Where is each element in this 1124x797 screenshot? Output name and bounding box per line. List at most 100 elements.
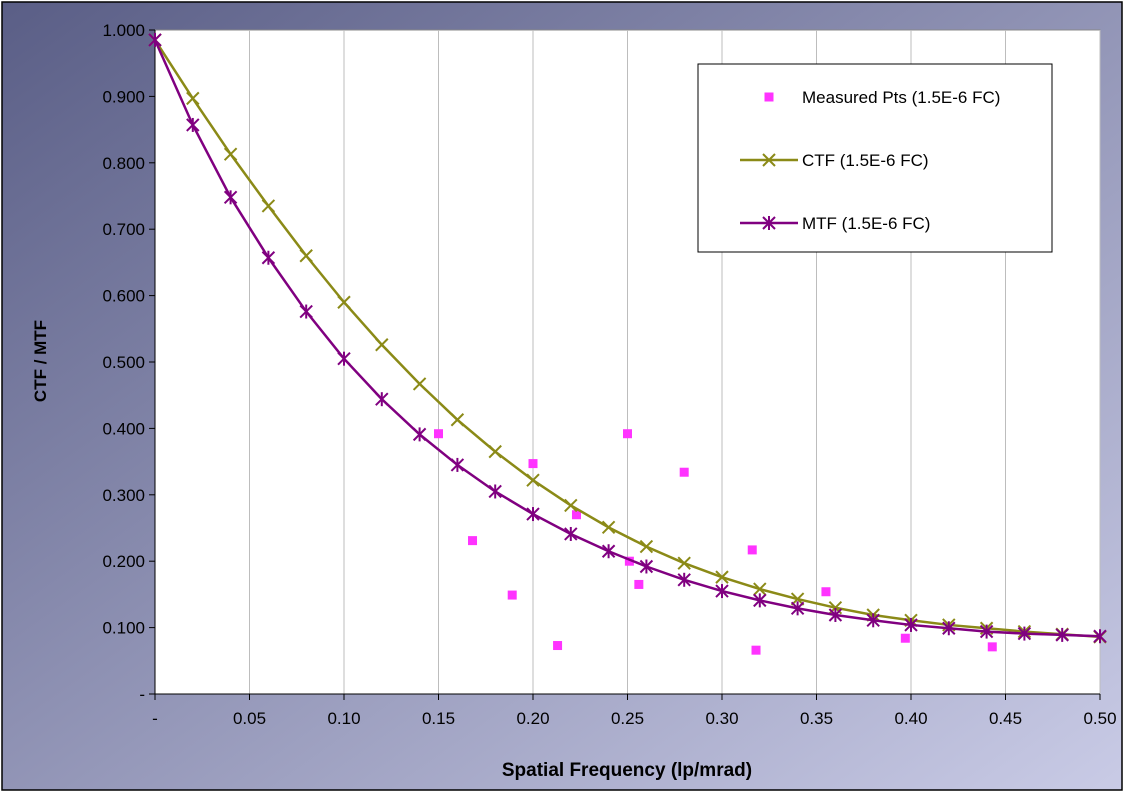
data-point bbox=[900, 633, 910, 643]
data-point bbox=[553, 641, 563, 651]
y-axis-title: CTF / MTF bbox=[31, 320, 50, 402]
legend-label: MTF (1.5E-6 FC) bbox=[802, 214, 930, 233]
data-point bbox=[186, 91, 200, 106]
data-point bbox=[790, 601, 805, 616]
data-point bbox=[601, 520, 616, 535]
data-series bbox=[148, 32, 1107, 655]
x-tick-label: 0.15 bbox=[422, 709, 455, 728]
data-point bbox=[866, 613, 880, 628]
tick-labels: - 0.100 0.200 0.300 0.400 0.500 0.600 0.700 0.80… bbox=[102, 21, 1116, 728]
x-tick-label: 0.50 bbox=[1083, 709, 1116, 728]
y-tick-label: 0.600 bbox=[102, 287, 145, 306]
data-point bbox=[679, 467, 689, 477]
y-tick-label: 0.100 bbox=[102, 619, 145, 638]
data-point bbox=[677, 556, 691, 570]
data-point bbox=[375, 392, 389, 407]
x-axis-title: Spatial Frequency (lp/mrad) bbox=[502, 760, 752, 781]
data-point bbox=[507, 590, 517, 600]
y-tick-label: 0.500 bbox=[102, 353, 145, 372]
data-point bbox=[639, 539, 654, 554]
data-point bbox=[677, 572, 691, 587]
y-tick-label: 0.900 bbox=[102, 87, 145, 106]
x-tick-label: 0.25 bbox=[611, 709, 644, 728]
data-point bbox=[148, 32, 162, 47]
data-point bbox=[450, 413, 465, 427]
data-point bbox=[821, 587, 831, 597]
legend-label: Measured Pts (1.5E-6 FC) bbox=[802, 88, 1000, 107]
data-point bbox=[904, 617, 918, 632]
y-tick-label: 0.800 bbox=[102, 154, 145, 173]
data-point bbox=[299, 249, 313, 263]
data-point bbox=[623, 429, 632, 439]
series-1 bbox=[434, 429, 997, 655]
data-point bbox=[715, 584, 729, 599]
data-point bbox=[942, 621, 956, 636]
data-point bbox=[412, 377, 427, 391]
data-point bbox=[337, 295, 351, 309]
data-point bbox=[528, 459, 538, 469]
data-point bbox=[1017, 626, 1032, 641]
data-point bbox=[526, 473, 540, 487]
series-line bbox=[153, 39, 1101, 639]
data-point bbox=[1093, 629, 1107, 644]
legend-marker bbox=[762, 216, 776, 230]
data-point bbox=[979, 624, 994, 639]
data-point bbox=[488, 444, 502, 459]
data-point bbox=[468, 536, 478, 546]
data-point bbox=[601, 544, 616, 559]
x-tick-label: 0.30 bbox=[705, 709, 738, 728]
data-point bbox=[634, 579, 644, 589]
x-tick-label: 0.10 bbox=[327, 709, 360, 728]
legend-marker bbox=[764, 92, 774, 102]
y-tick-label: - bbox=[139, 685, 145, 704]
legend-entry: Measured Pts (1.5E-6 FC) bbox=[764, 88, 1000, 107]
x-tick-label: 0.05 bbox=[233, 709, 266, 728]
x-tick-label: 0.40 bbox=[894, 709, 927, 728]
y-tick-label: 0.400 bbox=[102, 419, 145, 438]
data-point bbox=[526, 507, 540, 522]
data-point bbox=[337, 351, 351, 366]
data-point bbox=[261, 199, 276, 213]
data-point bbox=[488, 484, 502, 499]
y-tick-label: 1.000 bbox=[102, 21, 145, 40]
data-point bbox=[375, 338, 389, 352]
data-point bbox=[747, 545, 757, 555]
data-point bbox=[434, 429, 443, 439]
data-point bbox=[412, 427, 427, 442]
data-point bbox=[450, 457, 465, 472]
series-3 bbox=[148, 32, 1107, 644]
y-tick-label: 0.200 bbox=[102, 552, 145, 571]
data-point bbox=[564, 498, 578, 513]
data-point bbox=[223, 147, 238, 161]
data-point bbox=[261, 250, 276, 265]
data-point bbox=[186, 117, 200, 132]
axes bbox=[149, 29, 1101, 700]
data-point bbox=[1055, 627, 1069, 642]
data-point bbox=[987, 642, 997, 652]
data-point bbox=[715, 570, 729, 584]
data-point bbox=[753, 593, 767, 608]
y-tick-label: 0.300 bbox=[102, 486, 145, 505]
data-point bbox=[753, 582, 767, 596]
legend-label: CTF (1.5E-6 FC) bbox=[802, 151, 929, 170]
x-tick-label: 0.35 bbox=[800, 709, 833, 728]
series-line bbox=[153, 39, 1101, 638]
data-point bbox=[223, 190, 238, 205]
legend-box bbox=[697, 63, 1053, 253]
data-point bbox=[751, 645, 761, 655]
data-point bbox=[624, 556, 634, 566]
x-tick-label: - bbox=[152, 709, 158, 728]
x-tick-label: 0.45 bbox=[989, 709, 1022, 728]
legend: Measured Pts (1.5E-6 FC) CTF (1.5E-6 FC) M… bbox=[697, 63, 1053, 253]
data-point bbox=[564, 526, 578, 541]
legend-entry: CTF (1.5E-6 FC) bbox=[740, 151, 929, 170]
data-point bbox=[639, 559, 654, 574]
x-tick-label: 0.20 bbox=[516, 709, 549, 728]
y-tick-label: 0.700 bbox=[102, 220, 145, 239]
data-point bbox=[571, 510, 581, 520]
legend-marker bbox=[762, 153, 776, 167]
data-point bbox=[828, 607, 843, 622]
legend-entry: MTF (1.5E-6 FC) bbox=[740, 214, 930, 233]
